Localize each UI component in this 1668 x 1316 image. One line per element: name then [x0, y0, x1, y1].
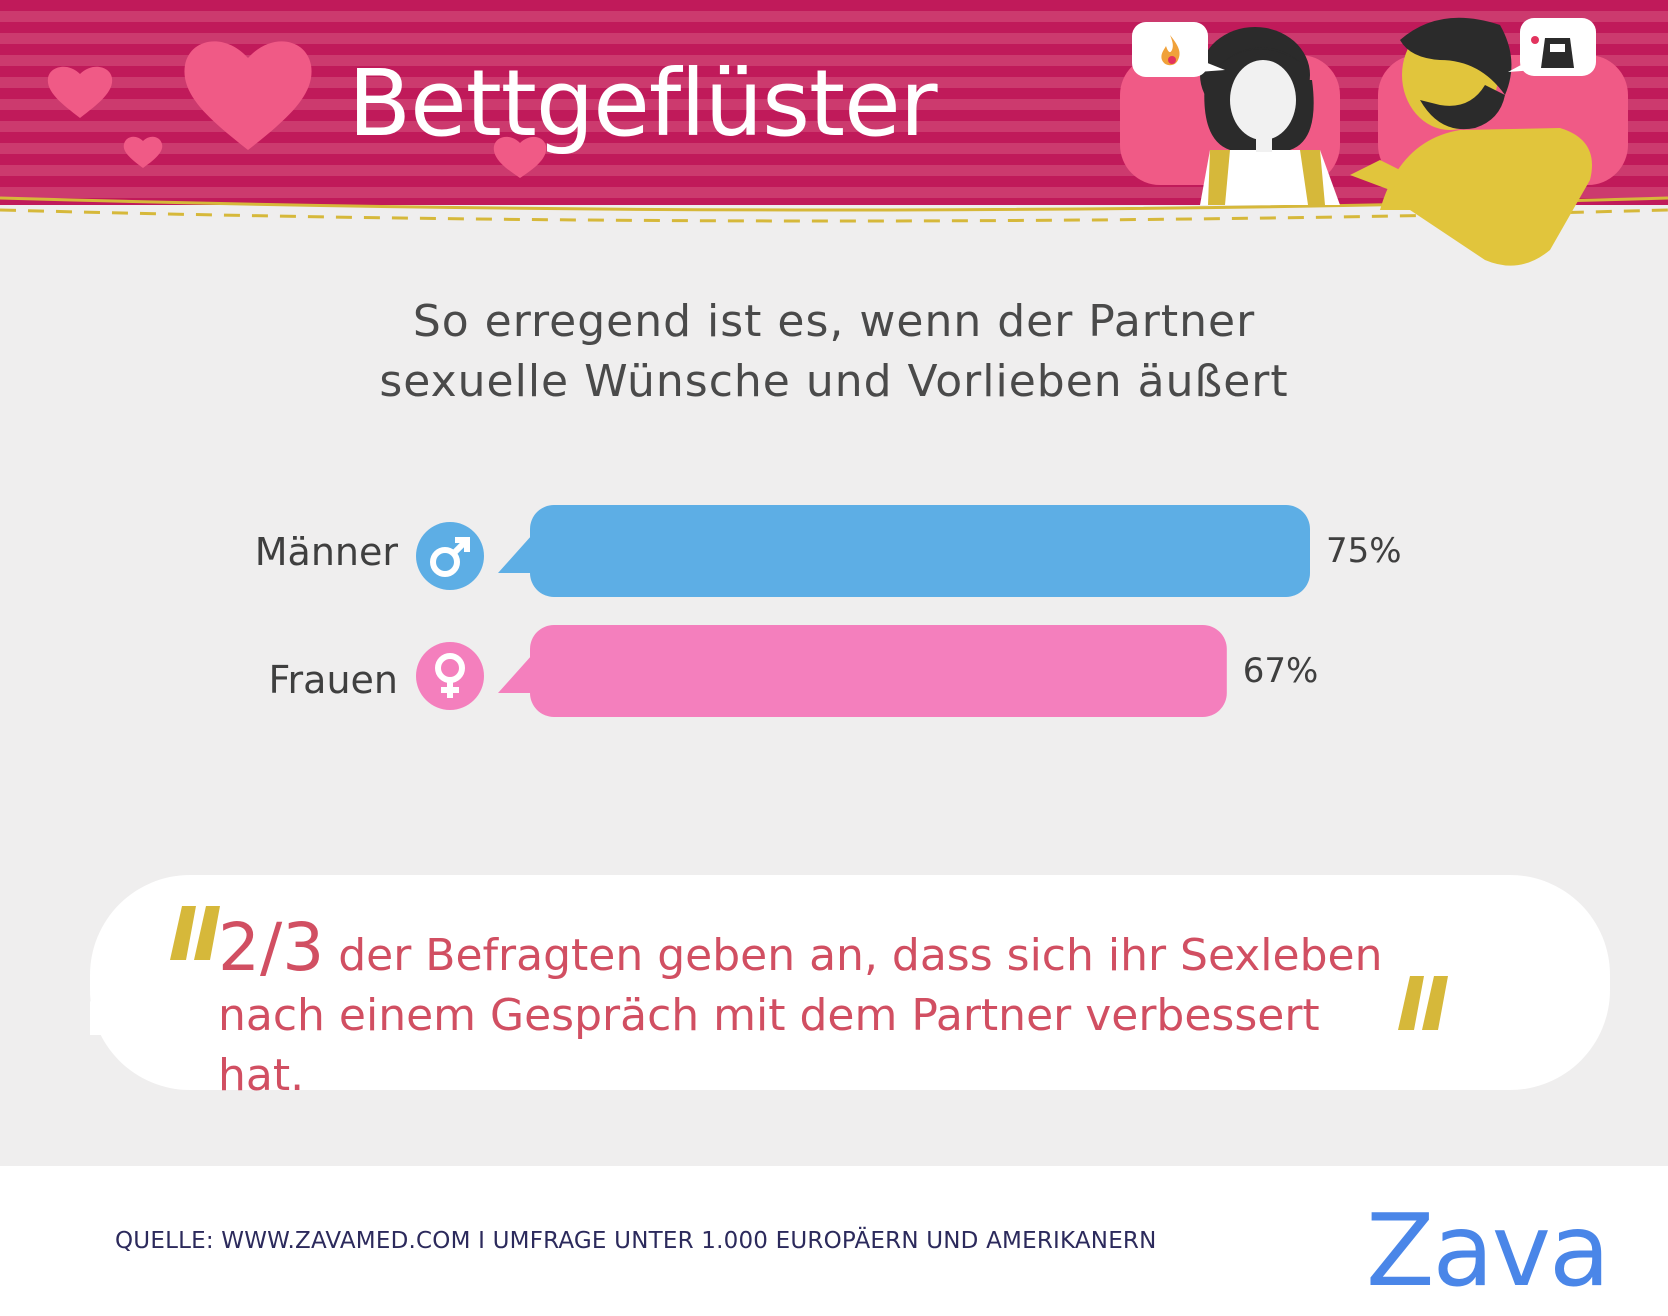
subtitle-line-1: So erregend ist es, wenn der Partner [412, 296, 1256, 347]
page-title: Bettgeflüster [348, 50, 938, 157]
heart-icon [47, 66, 113, 118]
quote-bubble [90, 875, 1610, 1090]
heart-icon [184, 41, 312, 150]
category-label-maenner: Männer [254, 530, 398, 574]
source-note: QUELLE: WWW.ZAVAMED.COM I UMFRAGE UNTER … [115, 1228, 1157, 1254]
category-label-frauen: Frauen [268, 658, 398, 702]
close-quote-icon [1398, 976, 1448, 1030]
heart-icon [123, 136, 163, 168]
bar-tail-1 [498, 655, 532, 693]
subtitle-line-2: sexuelle Wünsche und Vorlieben äußert [379, 356, 1289, 407]
footer [0, 1166, 1668, 1316]
female-symbol-glyph [435, 653, 465, 698]
value-label-frauen: 67% [1242, 651, 1319, 691]
bar-tail-0 [498, 535, 532, 573]
male-symbol-glyph [430, 537, 470, 577]
apron-icon [1541, 38, 1574, 68]
chart-title: So erregend ist es, wenn der Partner sex… [0, 292, 1668, 412]
speech-bubble-woman [1132, 22, 1225, 77]
bar-maenner [530, 505, 1310, 597]
quote-highlight: 2/3 [218, 909, 325, 986]
bar-frauen [530, 625, 1227, 717]
value-label-maenner: 75% [1326, 531, 1402, 571]
woman-figure [1200, 27, 1340, 205]
heart-icon [493, 136, 547, 178]
female-symbol-icon [416, 642, 484, 710]
quote-box [90, 875, 1610, 1090]
speech-bubble-man [1508, 18, 1596, 76]
header-decoration [47, 41, 547, 178]
male-symbol-icon [416, 522, 484, 590]
open-quote-icon [170, 906, 220, 960]
quote-line-1: der Befragten geben an, dass sich ihr Se… [338, 930, 1383, 981]
zava-logo: Zava [1366, 1192, 1610, 1309]
couple-illustration [1120, 17, 1628, 266]
man-figure [1350, 17, 1592, 266]
quote-text: 2/3 der Befragten geben an, dass sich ih… [218, 915, 1418, 1106]
quote-line-2: nach einem Gespräch mit dem Partner verb… [218, 990, 1320, 1101]
